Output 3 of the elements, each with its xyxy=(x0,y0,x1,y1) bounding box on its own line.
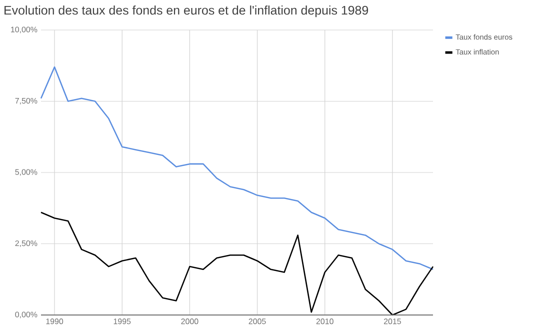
chart-title: Evolution des taux des fonds en euros et de l'inflation depuis 1989 xyxy=(4,6,368,18)
line-series xyxy=(40,212,434,316)
line-series xyxy=(40,66,434,270)
